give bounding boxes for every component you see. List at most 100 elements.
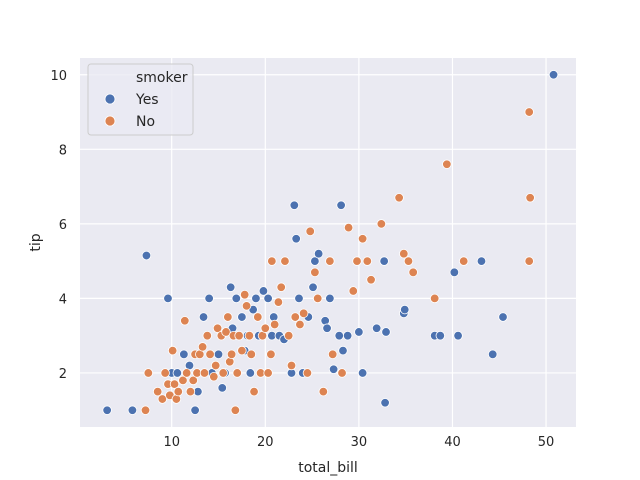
data-point	[442, 159, 452, 169]
data-point	[188, 375, 198, 386]
data-point	[237, 345, 247, 356]
data-point	[234, 330, 244, 341]
data-point	[352, 256, 362, 266]
data-point	[294, 293, 304, 304]
legend-title: smoker	[136, 70, 188, 86]
grid-lines	[80, 58, 576, 427]
x-tick-labels: 10 20 30 40 50	[163, 435, 554, 450]
data-point	[298, 308, 309, 319]
data-point	[221, 327, 231, 337]
data-point	[210, 360, 221, 371]
data-point	[429, 293, 440, 304]
data-point	[152, 386, 163, 397]
data-point	[143, 368, 154, 378]
data-point	[381, 327, 391, 337]
data-point	[244, 330, 255, 341]
data-point	[295, 319, 305, 330]
data-point	[313, 248, 324, 259]
data-point	[246, 349, 256, 360]
data-point	[354, 327, 364, 337]
legend-label: No	[136, 114, 155, 130]
data-point	[237, 312, 247, 322]
data-point	[476, 256, 487, 266]
data-point	[325, 256, 335, 266]
data-point	[173, 386, 183, 397]
data-point	[263, 293, 273, 304]
data-point	[167, 345, 178, 356]
data-point	[403, 256, 414, 266]
data-point	[197, 342, 208, 352]
data-point	[399, 248, 409, 259]
data-point	[249, 386, 259, 397]
y-tick-labels: 2 4 6 8 10	[50, 69, 67, 382]
data-point	[181, 368, 192, 378]
data-point	[260, 323, 270, 333]
data-point	[280, 256, 290, 266]
data-points	[102, 70, 559, 415]
data-point	[376, 219, 387, 229]
series-yes	[102, 70, 559, 415]
data-point	[488, 349, 498, 360]
legend: smoker Yes No	[87, 63, 194, 136]
data-point	[241, 301, 252, 311]
data-point	[263, 368, 273, 378]
x-tick-label: 10	[163, 435, 180, 450]
data-point	[380, 398, 390, 408]
data-point	[178, 375, 188, 386]
data-point	[198, 312, 209, 322]
data-point	[325, 293, 335, 304]
data-point	[289, 200, 300, 210]
data-point	[498, 312, 508, 322]
data-point	[253, 312, 263, 322]
y-tick-label: 6	[59, 218, 67, 233]
data-point	[366, 275, 376, 285]
data-point	[453, 330, 463, 341]
x-tick-label: 20	[257, 435, 274, 450]
data-point	[276, 282, 286, 292]
data-point	[362, 256, 373, 266]
legend-marker	[104, 115, 116, 127]
legend-items: Yes No	[104, 92, 159, 130]
data-point	[141, 250, 152, 261]
data-point	[336, 200, 346, 210]
y-tick-label: 4	[59, 292, 67, 307]
data-point	[205, 349, 215, 360]
y-tick-label: 10	[50, 69, 67, 84]
data-point	[283, 330, 294, 341]
data-point	[524, 107, 534, 117]
legend-box	[87, 63, 194, 136]
x-tick-label: 40	[444, 435, 461, 450]
data-point	[342, 330, 353, 341]
data-point	[458, 256, 469, 266]
data-point	[258, 286, 269, 296]
data-point	[290, 312, 300, 322]
data-point	[231, 293, 241, 304]
data-point	[337, 368, 347, 378]
data-point	[328, 364, 339, 374]
legend-marker	[104, 93, 116, 105]
data-point	[180, 316, 190, 326]
data-point	[273, 297, 284, 307]
data-point	[334, 330, 344, 341]
data-point	[213, 349, 224, 360]
data-point	[218, 368, 228, 378]
data-point	[379, 256, 389, 266]
data-point	[127, 405, 138, 415]
data-point	[408, 267, 418, 278]
x-tick-label: 50	[538, 435, 555, 450]
data-point	[163, 293, 173, 304]
data-point	[226, 349, 237, 360]
data-point	[338, 345, 348, 356]
data-point	[449, 267, 460, 278]
data-point	[179, 349, 189, 360]
data-point	[267, 256, 277, 266]
data-point	[157, 394, 168, 404]
data-point	[291, 234, 301, 244]
data-point	[199, 368, 210, 378]
data-point	[394, 193, 404, 203]
data-point	[371, 323, 382, 333]
data-point	[160, 368, 170, 378]
data-point	[310, 256, 320, 266]
y-axis-label: tip	[28, 233, 44, 251]
